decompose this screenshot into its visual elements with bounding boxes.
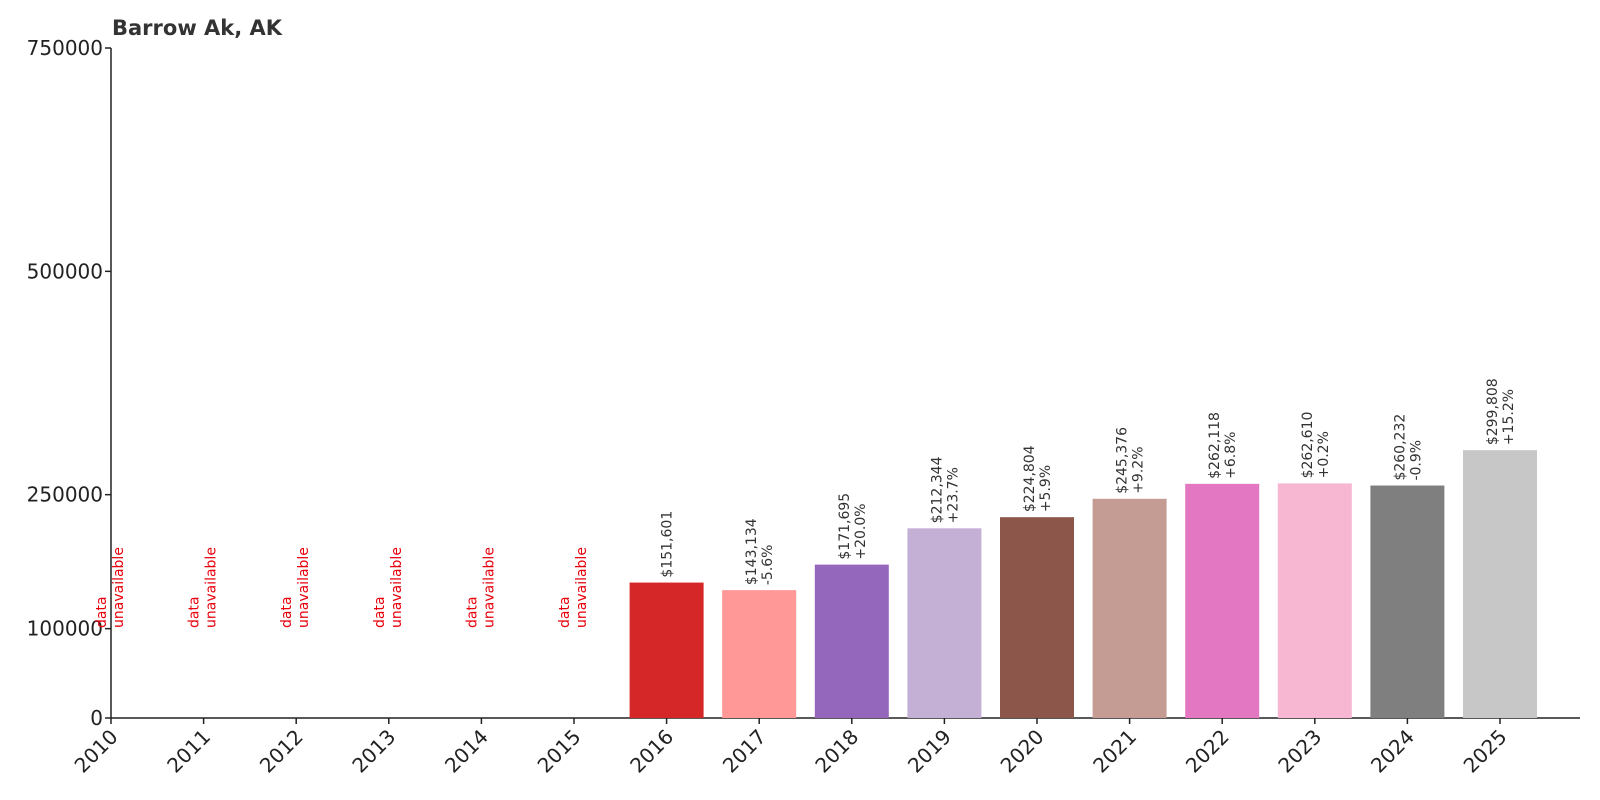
unavailable-label: unavailable <box>481 547 497 628</box>
y-tick-label: 750000 <box>27 36 103 60</box>
bar-2017 <box>722 590 797 718</box>
x-tick-label: 2010 <box>70 725 123 778</box>
y-tick-label: 0 <box>90 706 103 730</box>
bar-2021 <box>1092 498 1167 718</box>
value-label: $212,344 <box>929 456 945 523</box>
x-tick-label: 2024 <box>1366 725 1419 778</box>
x-tick-label: 2016 <box>625 725 678 778</box>
unavailable-label: unavailable <box>574 547 590 628</box>
bar-2025 <box>1463 450 1537 718</box>
value-label: $224,804 <box>1022 445 1038 512</box>
x-tick-label: 2012 <box>255 725 308 778</box>
data-labels: data unavailable data unavailable data unavai… <box>94 378 1517 628</box>
chart-title: Barrow Ak, AK <box>112 16 283 40</box>
bar-2020 <box>1000 517 1074 718</box>
bars <box>629 450 1537 718</box>
y-ticks: 0 100000 250000 500000 750000 <box>27 36 111 730</box>
bar-2019 <box>907 528 982 718</box>
bar-2024 <box>1370 485 1445 718</box>
change-label: +5.9% <box>1038 465 1054 512</box>
change-label: +9.2% <box>1131 446 1147 493</box>
change-label: -0.9% <box>1408 440 1424 481</box>
value-label: $143,134 <box>744 518 760 585</box>
x-tick-label: 2023 <box>1273 725 1326 778</box>
value-label: $260,232 <box>1392 414 1408 481</box>
y-tick-label: 500000 <box>27 259 103 283</box>
x-tick-label: 2013 <box>347 725 400 778</box>
unavailable-label: data <box>464 596 480 628</box>
change-label: +20.0% <box>853 503 869 559</box>
unavailable-label: data <box>279 596 295 628</box>
value-label: $262,610 <box>1300 412 1316 479</box>
unavailable-label: data <box>557 596 573 628</box>
unavailable-label: unavailable <box>111 547 127 628</box>
value-label: $299,808 <box>1485 378 1501 445</box>
change-label: +23.7% <box>945 467 961 523</box>
y-tick-label: 100000 <box>27 617 103 641</box>
value-label: $245,376 <box>1115 427 1131 494</box>
unavailable-label: unavailable <box>296 547 312 628</box>
bar-2018 <box>814 564 889 718</box>
unavailable-label: data <box>94 596 110 628</box>
bar-2023 <box>1277 483 1352 718</box>
change-label: +0.2% <box>1316 431 1332 478</box>
unavailable-label: unavailable <box>389 547 405 628</box>
x-tick-label: 2021 <box>1088 725 1141 778</box>
x-ticks: 2010 2011 2012 2013 2014 2015 2016 2017 2018 2019… <box>70 718 1512 778</box>
change-label: +15.2% <box>1501 389 1517 445</box>
change-label: -5.6% <box>760 545 776 586</box>
x-tick-label: 2017 <box>718 725 771 778</box>
value-label: $171,695 <box>837 493 853 560</box>
x-tick-label: 2025 <box>1459 725 1512 778</box>
value-label: $151,601 <box>660 511 676 578</box>
value-label: $262,118 <box>1207 412 1223 479</box>
x-tick-label: 2014 <box>440 725 493 778</box>
unavailable-label: unavailable <box>204 547 220 628</box>
change-label: +6.8% <box>1223 432 1239 479</box>
x-tick-label: 2019 <box>903 725 956 778</box>
bar-2022 <box>1185 483 1260 718</box>
x-tick-label: 2011 <box>162 725 215 778</box>
x-tick-label: 2022 <box>1181 725 1234 778</box>
x-tick-label: 2018 <box>810 725 863 778</box>
y-tick-label: 250000 <box>27 483 103 507</box>
unavailable-label: data <box>372 596 388 628</box>
x-tick-label: 2020 <box>996 725 1049 778</box>
x-tick-label: 2015 <box>533 725 586 778</box>
unavailable-label: data <box>187 596 203 628</box>
bar-2016 <box>629 582 704 718</box>
